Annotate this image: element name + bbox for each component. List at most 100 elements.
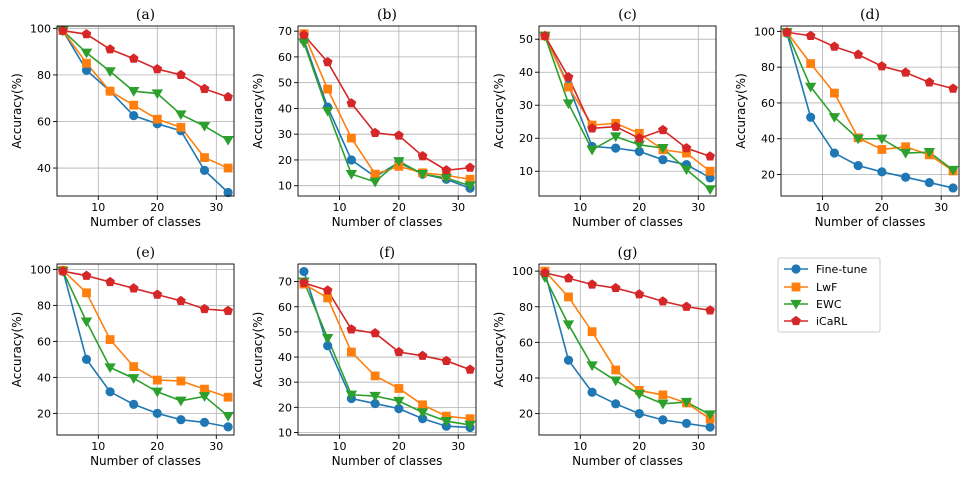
data-point-fine-tune [705,422,715,432]
y-axis-label: Accuracy(%) [734,73,748,149]
data-point-icarl [105,44,115,54]
data-point-fine-tune [129,399,139,409]
x-tick-label: 30 [691,440,705,453]
data-point-ewc [151,89,163,100]
subplot-grid: 10 20 30 40 60 80 100 (a) Number of classes Accur… [10,7,960,468]
y-tick-label: 40 [37,371,51,384]
data-point-icarl [705,305,715,315]
y-tick-label: 10 [278,426,292,439]
y-tick-label: 100 [754,25,775,38]
data-point-ewc [562,320,575,331]
x-tick-label: 30 [209,440,223,453]
plot-frame [297,263,477,436]
data-point-icarl [634,133,645,143]
legend-label-fine-tune: Fine-tune [816,263,868,276]
x-tick-label: 10 [91,201,105,214]
data-point-lwf [129,100,139,110]
y-tick-label: 20 [519,408,533,421]
y-axis-label: Accuracy(%) [10,312,24,388]
data-point-lwf [346,133,356,143]
data-point-ewc [198,392,211,402]
subplot-g: 10 20 30 20 40 60 80 100 (g) Number of classes Acc… [492,245,717,468]
y-tick-label: 50 [278,326,292,339]
data-point-icarl [634,289,645,299]
x-tick-label: 10 [573,201,587,214]
data-point-ewc [80,48,93,59]
y-tick-label: 20 [278,154,292,167]
data-point-ewc [151,387,163,398]
data-point-fine-tune [634,409,644,419]
series-line-icarl [303,34,471,172]
plot-frame [538,263,717,436]
data-point-icarl [58,266,68,276]
data-point-ewc [657,143,669,154]
data-point-icarl [346,98,357,108]
x-axis-label: Number of classes [572,454,683,468]
data-point-fine-tune [806,112,816,122]
y-tick-label: 100 [512,265,533,278]
data-point-lwf [370,169,380,179]
data-point-ewc [586,361,598,372]
data-point-icarl [417,150,428,161]
data-point-icarl [658,124,668,135]
data-point-lwf [418,400,428,410]
data-point-icarl [417,350,428,360]
series-line-ewc [62,270,229,417]
x-tick-label: 20 [150,201,164,214]
subplot-title: (a) [136,7,155,23]
y-tick-label: 40 [278,102,292,115]
data-point-fine-tune [658,155,668,165]
data-point-lwf [152,375,162,385]
x-tick-label: 20 [632,201,646,214]
subplot-title: (d) [860,7,880,23]
y-tick-label: 30 [278,376,292,389]
y-tick-label: 70 [278,276,292,289]
y-tick-label: 60 [519,336,533,349]
data-point-icarl [948,83,958,93]
subplot-f: 10 20 30 10 20 30 40 50 60 70 (f) Number of classes… [251,245,477,468]
data-point-icarl [900,67,911,77]
data-point-fine-tune [176,415,186,425]
x-tick-label: 20 [150,440,164,453]
legend: Fine-tune LwF EWC iCaRL [777,257,881,333]
x-tick-label: 20 [392,440,406,453]
y-tick-label: 30 [278,128,292,141]
data-point-icarl [681,143,692,153]
data-point-fine-tune [223,187,233,198]
data-point-icarl [782,27,792,37]
data-point-fine-tune [658,415,668,425]
y-tick-label: 50 [278,77,292,90]
y-tick-label: 60 [37,115,51,128]
data-point-icarl [81,29,92,39]
data-point-lwf [587,327,597,337]
y-axis-label: Accuracy(%) [492,73,506,149]
subplot-c: 10 20 30 10 20 30 40 50 (c) Number of classes Accu… [492,7,717,229]
data-point-ewc [464,420,476,431]
data-point-lwf [564,292,573,302]
x-tick-label: 10 [816,201,830,214]
data-point-icarl [346,324,357,334]
legend-label-lwf: LwF [816,281,837,294]
data-point-icarl [223,91,233,102]
data-point-lwf [176,376,186,386]
data-point-icarl [658,296,668,306]
data-point-icarl [587,123,597,133]
legend-marker-icarl [791,315,801,326]
data-point-ewc [222,411,234,422]
data-point-ewc [610,132,622,143]
data-point-icarl [199,303,210,314]
y-tick-label: 40 [761,133,775,146]
data-point-lwf [394,384,404,393]
data-point-icarl [393,130,404,140]
legend-label-ewc: EWC [816,298,842,311]
y-tick-label: 10 [519,165,533,178]
data-point-ewc [876,134,888,145]
data-point-lwf [346,347,356,357]
legend-marker-lwf [791,282,801,292]
series-line-icarl [62,29,229,98]
data-point-ewc [828,113,841,123]
y-tick-label: 80 [37,299,51,312]
y-tick-label: 20 [37,407,51,420]
data-point-ewc [128,374,140,384]
